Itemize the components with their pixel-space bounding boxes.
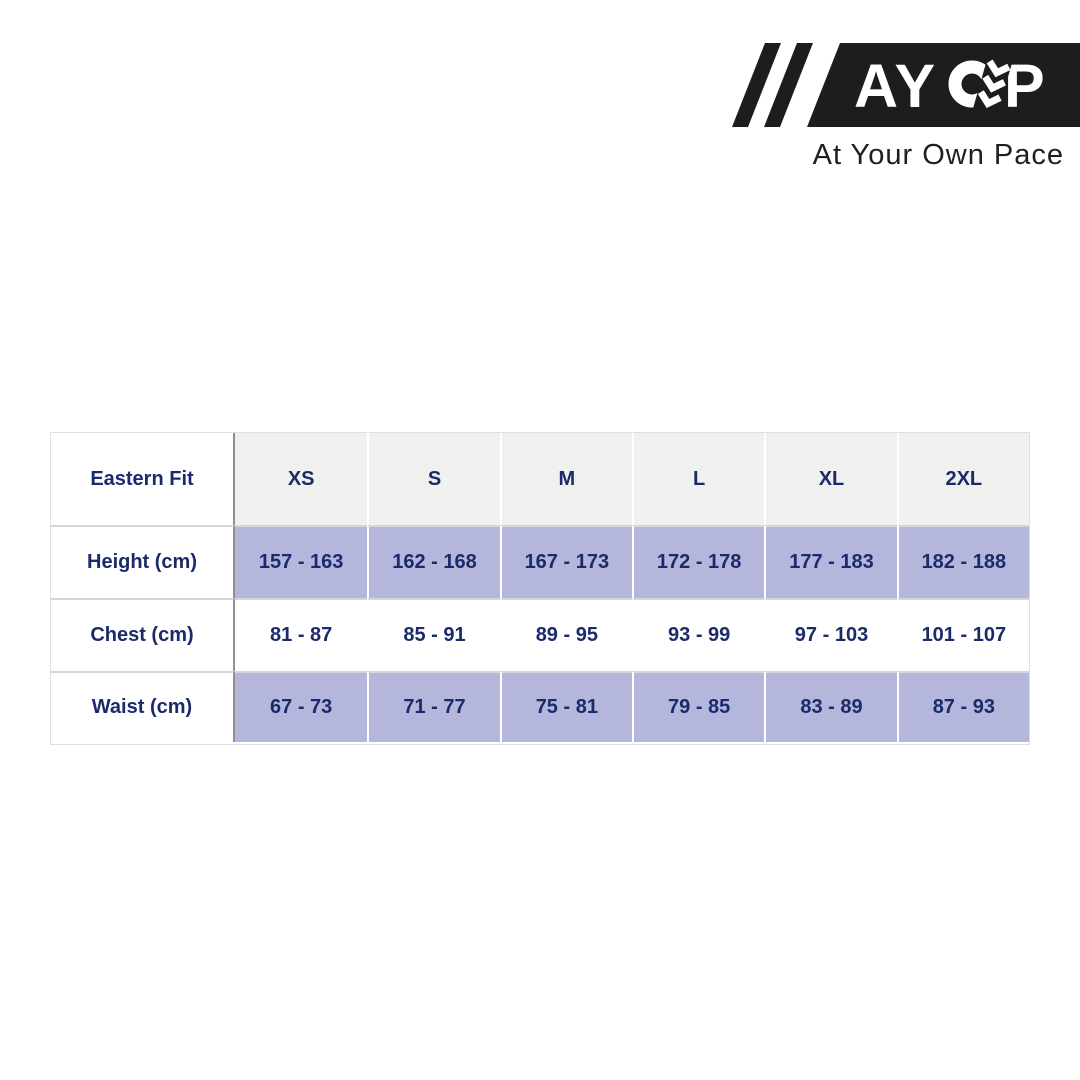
diagonal-stripes-icon <box>732 43 813 127</box>
row-label-chest: Chest (cm) <box>51 598 235 671</box>
size-value-cell: 83 - 89 <box>764 671 897 742</box>
size-column-header-s: S <box>367 433 500 525</box>
size-column-header-xs: XS <box>235 433 368 525</box>
size-value-cell: 81 - 87 <box>235 598 368 671</box>
size-value-cell: 172 - 178 <box>631 525 765 598</box>
size-value-cell: 79 - 85 <box>631 671 765 742</box>
size-value-cell: 157 - 163 <box>235 525 368 598</box>
size-value-cell: 101 - 107 <box>896 598 1029 671</box>
size-chart-table: Eastern Fit XS S M L XL 2XL Height (cm) … <box>50 432 1030 745</box>
size-value-cell: 71 - 77 <box>367 671 500 742</box>
size-value-cell: 67 - 73 <box>235 671 368 742</box>
size-value-cell: 89 - 95 <box>499 598 632 671</box>
size-value-cell: 182 - 188 <box>896 525 1029 598</box>
row-label-height: Height (cm) <box>51 525 235 598</box>
brand-tagline: At Your Own Pace <box>812 139 1064 171</box>
size-value-cell: 93 - 99 <box>631 598 765 671</box>
size-value-cell: 87 - 93 <box>896 671 1029 742</box>
size-value-cell: 97 - 103 <box>764 598 897 671</box>
chevron-icon <box>973 53 1013 115</box>
size-column-header-l: L <box>631 433 765 525</box>
size-value-cell: 177 - 183 <box>764 525 897 598</box>
logo-wordmark-left: AY <box>854 52 937 120</box>
size-value-cell: 85 - 91 <box>367 598 500 671</box>
size-column-header-xl: XL <box>764 433 897 525</box>
aycp-logo: AY P <box>732 43 1080 127</box>
size-column-header-m: M <box>499 433 632 525</box>
size-column-header-2xl: 2XL <box>896 433 1029 525</box>
size-value-cell: 75 - 81 <box>499 671 632 742</box>
size-value-cell: 162 - 168 <box>367 525 500 598</box>
fit-label-cell: Eastern Fit <box>51 433 235 525</box>
size-value-cell: 167 - 173 <box>499 525 632 598</box>
row-label-waist: Waist (cm) <box>51 671 235 742</box>
